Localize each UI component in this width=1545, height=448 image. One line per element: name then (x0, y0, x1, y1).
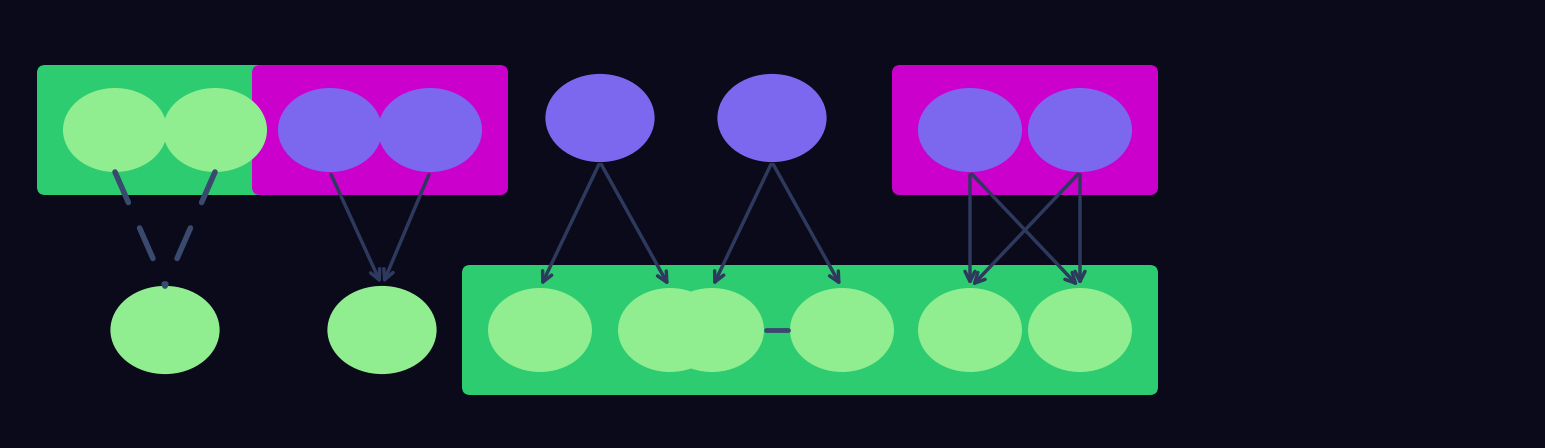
Ellipse shape (717, 74, 827, 162)
FancyBboxPatch shape (633, 265, 919, 395)
Ellipse shape (379, 88, 482, 172)
Ellipse shape (618, 288, 722, 372)
FancyBboxPatch shape (891, 65, 1159, 195)
Ellipse shape (789, 288, 895, 372)
FancyBboxPatch shape (891, 265, 1159, 395)
Ellipse shape (918, 88, 1021, 172)
Ellipse shape (660, 288, 763, 372)
FancyBboxPatch shape (252, 65, 508, 195)
Ellipse shape (164, 88, 267, 172)
FancyBboxPatch shape (462, 265, 748, 395)
Ellipse shape (110, 286, 219, 374)
Ellipse shape (545, 74, 655, 162)
Ellipse shape (278, 88, 382, 172)
Ellipse shape (1027, 88, 1132, 172)
Ellipse shape (63, 88, 167, 172)
Ellipse shape (1027, 288, 1132, 372)
Ellipse shape (918, 288, 1021, 372)
Ellipse shape (488, 288, 592, 372)
Ellipse shape (328, 286, 437, 374)
FancyBboxPatch shape (37, 65, 294, 195)
